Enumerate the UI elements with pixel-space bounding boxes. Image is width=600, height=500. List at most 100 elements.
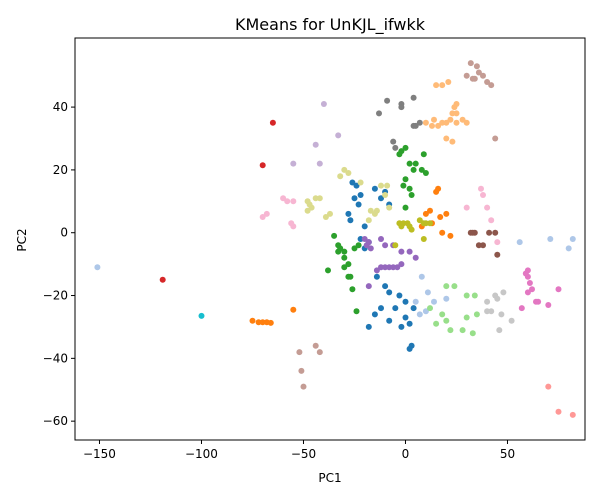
data-point	[341, 166, 348, 173]
data-point	[341, 264, 348, 271]
data-point	[443, 317, 450, 324]
data-point	[431, 116, 437, 123]
data-point	[443, 295, 450, 302]
data-point	[469, 330, 476, 337]
data-point	[473, 311, 480, 318]
data-point	[341, 248, 348, 255]
data-point	[357, 179, 364, 186]
data-point	[402, 176, 409, 183]
data-point	[406, 185, 413, 192]
data-point	[435, 122, 442, 129]
data-point	[451, 283, 458, 290]
data-point	[459, 327, 466, 334]
data-point	[386, 204, 393, 211]
data-point	[494, 239, 501, 246]
data-point	[500, 289, 507, 296]
data-point	[494, 251, 501, 258]
data-point	[569, 411, 576, 418]
data-point	[290, 160, 297, 167]
data-point	[367, 245, 374, 252]
data-point	[353, 308, 360, 315]
data-point	[439, 82, 446, 89]
data-point	[263, 210, 270, 217]
data-point	[351, 245, 358, 252]
data-point	[463, 119, 470, 126]
data-point	[367, 207, 374, 214]
data-point	[420, 236, 427, 242]
data-point	[376, 110, 382, 117]
data-point	[269, 119, 276, 126]
data-point	[480, 242, 486, 249]
data-point	[402, 298, 409, 305]
data-point	[341, 254, 348, 261]
data-point	[433, 82, 440, 89]
data-point	[467, 60, 474, 67]
data-point	[394, 264, 401, 271]
data-point	[431, 298, 437, 305]
x-tick-label: −100	[185, 447, 218, 461]
data-point	[373, 273, 380, 280]
data-point	[484, 79, 491, 85]
data-point	[316, 195, 323, 202]
data-point	[480, 72, 486, 79]
data-point	[463, 314, 470, 321]
data-point	[406, 248, 413, 255]
data-point	[327, 210, 333, 217]
data-point	[492, 229, 499, 236]
y-tick-label: −60	[43, 414, 68, 428]
data-point	[408, 192, 415, 198]
data-point	[408, 342, 415, 349]
data-point	[337, 173, 344, 180]
data-point	[508, 317, 515, 324]
data-point	[406, 320, 413, 327]
data-point	[488, 82, 495, 89]
data-point	[418, 273, 425, 280]
data-point	[443, 119, 450, 126]
data-point	[384, 182, 391, 189]
data-point	[488, 217, 495, 224]
data-point	[439, 119, 446, 126]
data-point	[524, 289, 531, 296]
data-point	[392, 242, 399, 249]
data-point	[422, 170, 429, 176]
data-point	[386, 289, 393, 296]
data-point	[410, 122, 417, 129]
data-point	[402, 314, 409, 321]
x-tick-label: −150	[83, 447, 116, 461]
data-point	[412, 298, 419, 305]
data-point	[249, 317, 256, 324]
data-point	[349, 179, 356, 186]
data-point	[402, 144, 409, 151]
data-point	[398, 323, 405, 330]
x-axis-ticks: −150 −100 −50 0 50	[83, 440, 515, 461]
data-point	[371, 311, 378, 318]
data-point	[398, 104, 405, 111]
data-point	[526, 280, 533, 286]
data-point	[382, 242, 389, 249]
data-point	[410, 166, 417, 173]
data-point	[351, 195, 358, 202]
data-point	[492, 135, 499, 142]
y-tick-label: 20	[53, 163, 68, 177]
data-point	[398, 248, 405, 255]
data-points	[94, 60, 576, 418]
data-point	[335, 132, 342, 139]
data-point	[555, 408, 562, 415]
data-point	[384, 97, 391, 104]
data-point	[427, 305, 433, 312]
data-point	[516, 239, 523, 246]
data-point	[422, 119, 429, 126]
x-tick-label: 0	[402, 447, 410, 461]
data-point	[437, 214, 444, 220]
x-tick-label: −50	[291, 447, 316, 461]
data-point	[198, 312, 205, 319]
data-point	[290, 198, 297, 205]
data-point	[484, 308, 491, 315]
data-point	[439, 311, 446, 318]
data-point	[290, 223, 297, 230]
data-point	[429, 122, 435, 129]
data-point	[475, 242, 482, 249]
data-point	[345, 210, 352, 217]
data-point	[337, 245, 344, 252]
